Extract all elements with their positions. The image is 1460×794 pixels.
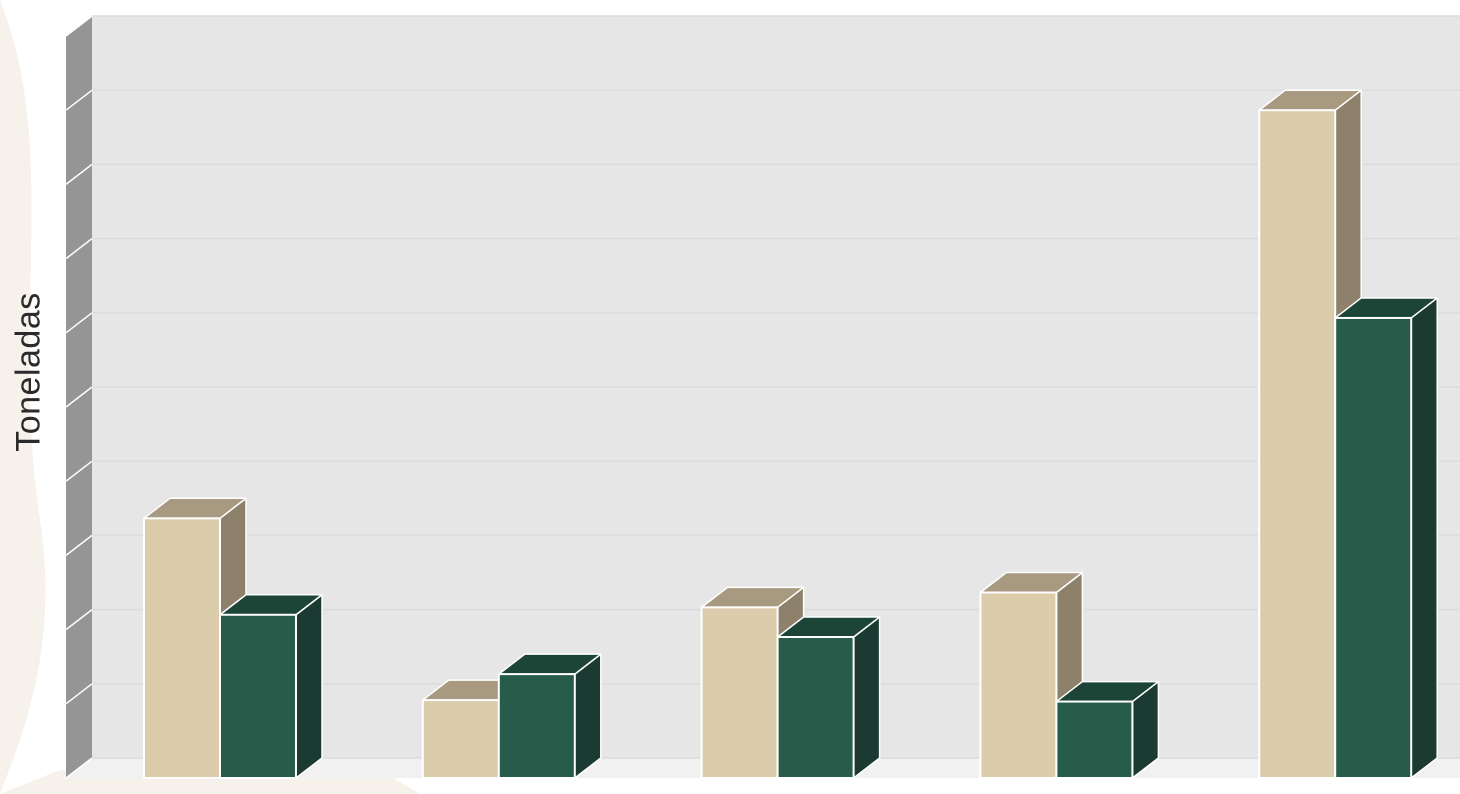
- bar-front: [1055, 700, 1134, 779]
- bar-front: [219, 613, 297, 780]
- bar: [1334, 297, 1438, 779]
- bar: [1055, 680, 1160, 779]
- side-gridline: [65, 89, 93, 111]
- bar-front: [421, 699, 500, 780]
- bar-front: [497, 673, 576, 779]
- side-gridline: [65, 15, 93, 37]
- bar-front: [979, 591, 1058, 779]
- bar-front: [1258, 109, 1337, 779]
- bar: [219, 594, 323, 780]
- bar-side: [574, 653, 602, 779]
- bar-side: [1410, 297, 1438, 779]
- bar: [776, 616, 881, 780]
- y-axis-label: Toneladas: [9, 292, 48, 452]
- side-gridline: [65, 163, 93, 185]
- side-gridline: [65, 757, 93, 779]
- side-gridline: [65, 534, 93, 556]
- side-gridline: [65, 238, 93, 260]
- bar-side: [852, 616, 881, 779]
- bar-front: [700, 606, 779, 780]
- bar-front: [143, 517, 221, 779]
- bar-side: [295, 594, 323, 779]
- background-swirl: [0, 0, 46, 794]
- bar-front: [776, 636, 855, 780]
- bar: [497, 653, 602, 779]
- side-gridline: [65, 312, 93, 334]
- side-gridline: [65, 460, 93, 482]
- side-gridline: [65, 683, 93, 705]
- bars: [143, 89, 1438, 780]
- bar-front: [1334, 316, 1413, 779]
- side-gridline: [65, 609, 93, 631]
- side-gridline: [65, 386, 93, 408]
